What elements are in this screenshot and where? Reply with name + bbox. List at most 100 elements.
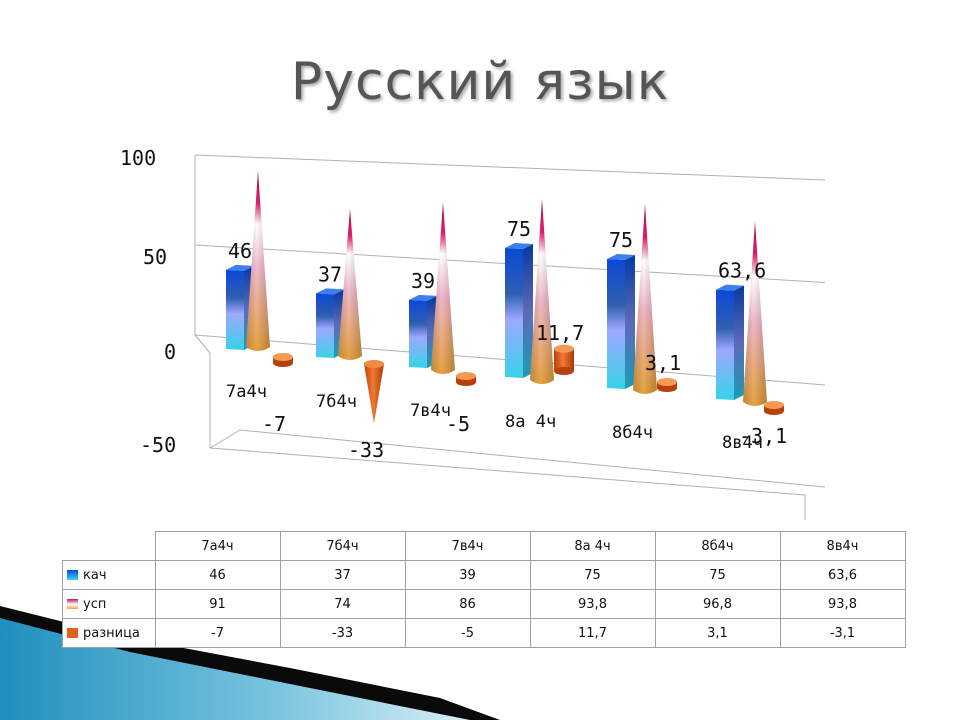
kach-bar-top [607,254,635,260]
kach-bar-top [316,288,344,295]
decor-blue-swoosh [0,606,470,720]
table-series-name: разница [83,625,140,641]
raznica-value-label: -5 [446,412,470,436]
table-series-name: усп [83,596,107,612]
chart-marks [226,170,784,424]
kach-bar [505,248,523,378]
usp-cone-shade [338,208,362,360]
data-table: 7а4ч 7б4ч 7в4ч 8а 4ч 8б4ч 8в4ч кач 46 37 39 75 75 63… [62,531,906,648]
kach-value-label: 75 [507,217,531,241]
table-cell: 46 [154,560,281,590]
table-cell: 11,7 [529,618,656,648]
table-cell: 3,1 [654,618,781,648]
kach-bar [226,269,244,350]
y-tick-label: 0 [164,340,176,364]
kach-bar-top [409,294,437,301]
decor-dark-swoosh [0,606,500,720]
table-row-header: усп [62,589,156,619]
kach-bar [316,293,334,358]
y-tick-label: 100 [120,146,156,170]
usp-cone-shade [246,170,270,351]
chart-labels: 100 50 0 -50 46 7а4ч 37 7б4ч 39 7в4ч 75 8а 4ч 75 8б4ч… [120,146,787,462]
table-header-cell: 7в4ч [404,531,531,561]
orange-cylinder-icon [67,627,78,638]
x-category-label: 8в4ч [722,433,763,453]
table-header-cell: 7б4ч [279,531,406,561]
x-category-label: 8а 4ч [505,412,556,432]
table-header-cell: 8в4ч [779,531,906,561]
gradient-cone-icon [67,598,78,609]
raznica-top [456,372,476,380]
kach-value-label: 46 [228,239,252,263]
kach-value-label: 37 [318,262,342,286]
table-header-cell: 8а 4ч [529,531,656,561]
raznica-value-label: 3,1 [645,351,681,375]
table-row-header: разница [62,618,156,648]
kach-value-label: 63,6 [718,259,766,283]
x-category-label: 8б4ч [612,423,653,443]
blue-cuboid-icon [67,569,78,580]
table-cell: 91 [154,589,281,619]
table-cell: -5 [404,618,531,648]
raznica-top [364,360,384,368]
table-header-cell: 8б4ч [654,531,781,561]
kach-bar-side [625,255,635,389]
usp-cone-shade [633,203,657,394]
floor-frame [209,353,806,520]
table-cell: -7 [154,618,281,648]
usp-cone-shade [530,198,554,384]
chart-3d-bar: 100 50 0 -50 46 7а4ч 37 7б4ч 39 7в4ч 75 8а 4ч 75 8б4ч… [120,146,826,520]
kach-value-label: 75 [609,228,633,252]
table-row: разница -7 -33 -5 11,7 3,1 -3,1 [62,618,906,648]
table-row-header: кач [62,560,156,590]
x-category-label: 7б4ч [316,392,357,412]
raznica-base [456,378,476,386]
raznica-cylinder [554,348,574,371]
table-cell: 75 [654,560,781,590]
table-row: усп 91 74 86 93,8 96,8 93,8 [62,589,906,619]
kach-bar-top [505,243,533,249]
table-series-name: кач [83,567,107,583]
table-header-cell: 7а4ч [154,531,281,561]
table-cell: -33 [279,618,406,648]
y-tick-label: 50 [143,245,167,269]
table-header-row: 7а4ч 7б4ч 7в4ч 8а 4ч 8б4ч 8в4ч [62,531,906,561]
raznica-value-label: -7 [262,412,286,436]
raznica-top [273,353,293,361]
kach-bar-top [226,264,254,271]
table-cell: 86 [404,589,531,619]
raznica-value-label: -3,1 [739,424,787,448]
table-row: кач 46 37 39 75 75 63,6 [62,560,906,590]
table-cell: 74 [279,589,406,619]
raznica-top [554,344,574,353]
table-cell: 93,8 [529,589,656,619]
raznica-base [273,359,293,367]
kach-bar [409,299,427,368]
kach-bar [607,259,625,389]
kach-bar-top [716,284,744,291]
table-cell: 75 [529,560,656,590]
raznica-value-label: -33 [348,438,384,462]
raznica-top [657,378,677,386]
raznica-cone [364,364,384,424]
table-cell: 96,8 [654,589,781,619]
raznica-base [657,384,677,392]
table-cell: 63,6 [779,560,906,590]
table-cell: 37 [279,560,406,590]
slide-title: Русский язык [290,52,670,112]
gridline [194,154,826,181]
raznica-value-label: 11,7 [536,321,584,345]
wall-floor-edge [194,334,211,354]
kach-bar-side [523,244,533,378]
table-cell: 93,8 [779,589,906,619]
kach-value-label: 39 [411,269,435,293]
usp-cone-shade [431,202,455,374]
raznica-top [764,401,784,409]
kach-bar [716,289,734,400]
table-corner-cell [62,531,156,561]
floor-back-edge [239,429,826,488]
floor-depth-edge [209,429,241,449]
raznica-base [554,367,574,375]
kach-bar-side [734,285,744,400]
